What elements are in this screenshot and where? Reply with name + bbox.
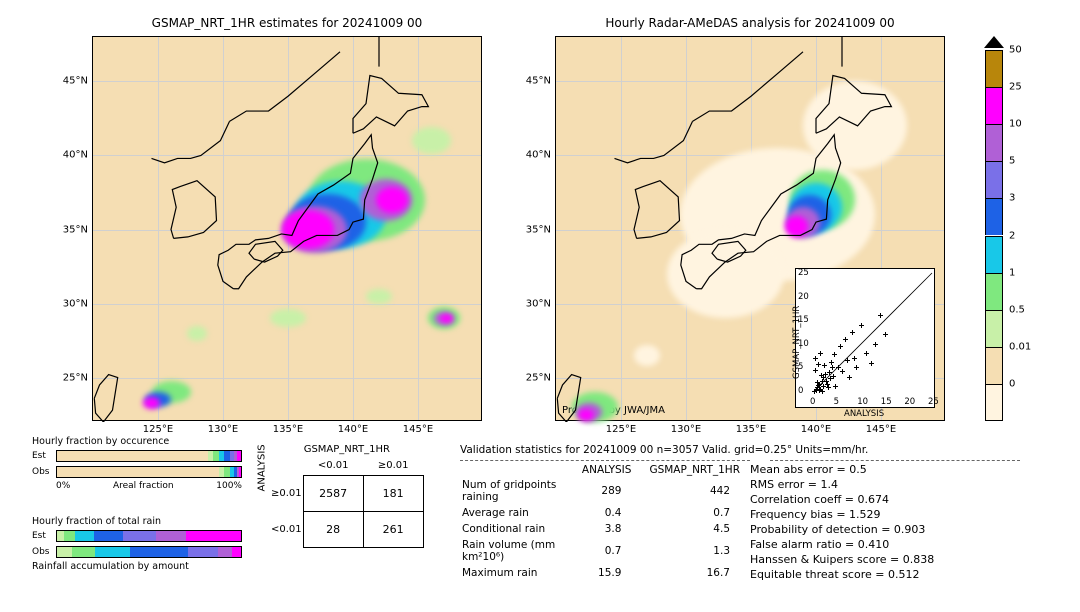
ctab-col-header: ≥0.01 [363, 457, 423, 475]
cbar-label: 3 [1009, 193, 1015, 204]
stats-header: Validation statistics for 20241009 00 n=… [460, 444, 1060, 456]
ytick: 30°N [63, 298, 88, 309]
dashline-2 [770, 460, 1020, 461]
title-right: Hourly Radar-AMeDAS analysis for 2024100… [555, 16, 945, 30]
stats-colhead-a: ANALYSIS [574, 464, 640, 476]
hbar-row-label: Obs [32, 467, 56, 477]
ytick: 25°N [526, 372, 551, 383]
hbar-bar [56, 530, 242, 542]
inset-scatter: 00551010151520202525ANALYSISGSMAP_NRT_1H… [795, 268, 935, 408]
ctab-col-header: <0.01 [303, 457, 363, 475]
xtick: 125°E [606, 424, 636, 435]
stats-val-a: 15.9 [574, 566, 640, 580]
stats-val-b: 0.7 [641, 506, 748, 520]
stats-val-a: 0.4 [574, 506, 640, 520]
stats-row-name: Rain volume (mm km²10⁶) [462, 538, 572, 564]
stats-metric: Frequency bias = 1.529 [750, 507, 990, 522]
stats-metric: Mean abs error = 0.5 [750, 462, 990, 477]
inset-xlabel: ANALYSIS [844, 409, 884, 419]
ctab-ylabel: ANALYSIS [257, 444, 268, 491]
xtick: 125°E [143, 424, 173, 435]
dashline-1 [460, 460, 750, 461]
ytick: 40°N [63, 150, 88, 161]
cbar-label: 2 [1009, 230, 1015, 241]
cbar-label: 50 [1009, 45, 1022, 56]
xtick: 135°E [736, 424, 766, 435]
cbar-label: 1 [1009, 267, 1015, 278]
hbar-ax-r: 100% [216, 481, 242, 491]
stats-val-a: 0.7 [574, 538, 640, 564]
colorbar: 50 25 10 5 3 2 1 0.5 0.01 0 [985, 36, 1045, 421]
hbar-ax-l: 0% [56, 481, 70, 491]
cbar-label: 25 [1009, 82, 1022, 93]
cbar-label: 10 [1009, 119, 1022, 130]
stats-row-name: Num of gridpoints raining [462, 478, 572, 504]
ytick: 45°N [526, 76, 551, 87]
title-left: GSMAP_NRT_1HR estimates for 20241009 00 [92, 16, 482, 30]
ctab-cell: 28 [303, 511, 363, 547]
inset-ylabel: GSMAP_NRT_1HR [792, 306, 802, 379]
stats-val-b: 16.7 [641, 566, 748, 580]
cbar-label: 0 [1009, 378, 1015, 389]
stats-metric: Equitable threat score = 0.512 [750, 567, 990, 582]
stats-colhead-b: GSMAP_NRT_1HR [641, 464, 748, 476]
xtick: 140°E [338, 424, 368, 435]
xtick: 140°E [801, 424, 831, 435]
stats-metric: RMS error = 1.4 [750, 477, 990, 492]
stats-val-b: 4.5 [641, 522, 748, 536]
xtick: 130°E [208, 424, 238, 435]
hbar-bar [56, 546, 242, 558]
hbar-footer: Rainfall accumulation by amount [32, 561, 242, 572]
xtick: 130°E [671, 424, 701, 435]
ytick: 30°N [526, 298, 551, 309]
cbar-label: 0.5 [1009, 304, 1025, 315]
stats-row-name: Conditional rain [462, 522, 572, 536]
ytick: 45°N [63, 76, 88, 87]
hbar-title: Hourly fraction of total rain [32, 516, 242, 527]
ctab-cell: 2587 [303, 475, 363, 511]
stats-val-b: 442 [641, 478, 748, 504]
hbar-row-label: Obs [32, 547, 56, 557]
ctab-row-header: ≥0.01 [270, 475, 303, 511]
ctab-cell: 261 [363, 511, 423, 547]
ytick: 35°N [526, 224, 551, 235]
contingency-table: GSMAP_NRT_1HRANALYSIS<0.01≥0.01≥0.012587… [270, 444, 424, 548]
stats-block: Validation statistics for 20241009 00 n=… [460, 444, 1060, 458]
ytick: 40°N [526, 150, 551, 161]
ytick: 35°N [63, 224, 88, 235]
ctab-title: GSMAP_NRT_1HR [270, 444, 424, 455]
hbar-totalrain: Hourly fraction of total rain Est Obs Rainf… [32, 516, 242, 574]
hbar-title: Hourly fraction by occurence [32, 436, 242, 447]
stats-row-name: Average rain [462, 506, 572, 520]
stats-metric: Hanssen & Kuipers score = 0.838 [750, 552, 990, 567]
xtick: 145°E [403, 424, 433, 435]
cbar-label: 0.01 [1009, 341, 1031, 352]
hbar-ax-m: Areal fraction [113, 481, 174, 491]
hbar-occurrence: Hourly fraction by occurence Est Obs0% Area… [32, 436, 242, 491]
stats-row-name: Maximum rain [462, 566, 572, 580]
xtick: 135°E [273, 424, 303, 435]
stats-metric: Correlation coeff = 0.674 [750, 492, 990, 507]
hbar-row-label: Est [32, 451, 56, 461]
ctab-cell: 181 [363, 475, 423, 511]
hbar-row-label: Est [32, 531, 56, 541]
hbar-bar [56, 466, 242, 478]
hbar-bar [56, 450, 242, 462]
map-left: 125°E130°E135°E140°E145°E25°N30°N35°N40°… [92, 36, 482, 421]
stats-columns: ANALYSISGSMAP_NRT_1HR Num of gridpoints r… [460, 462, 990, 582]
xtick: 145°E [866, 424, 896, 435]
stats-metric: False alarm ratio = 0.410 [750, 537, 990, 552]
stats-val-a: 3.8 [574, 522, 640, 536]
ytick: 25°N [63, 372, 88, 383]
stats-val-b: 1.3 [641, 538, 748, 564]
stats-val-a: 289 [574, 478, 640, 504]
stats-metric: Probability of detection = 0.903 [750, 522, 990, 537]
cbar-label: 5 [1009, 156, 1015, 167]
ctab-row-header: <0.01 [270, 511, 303, 547]
